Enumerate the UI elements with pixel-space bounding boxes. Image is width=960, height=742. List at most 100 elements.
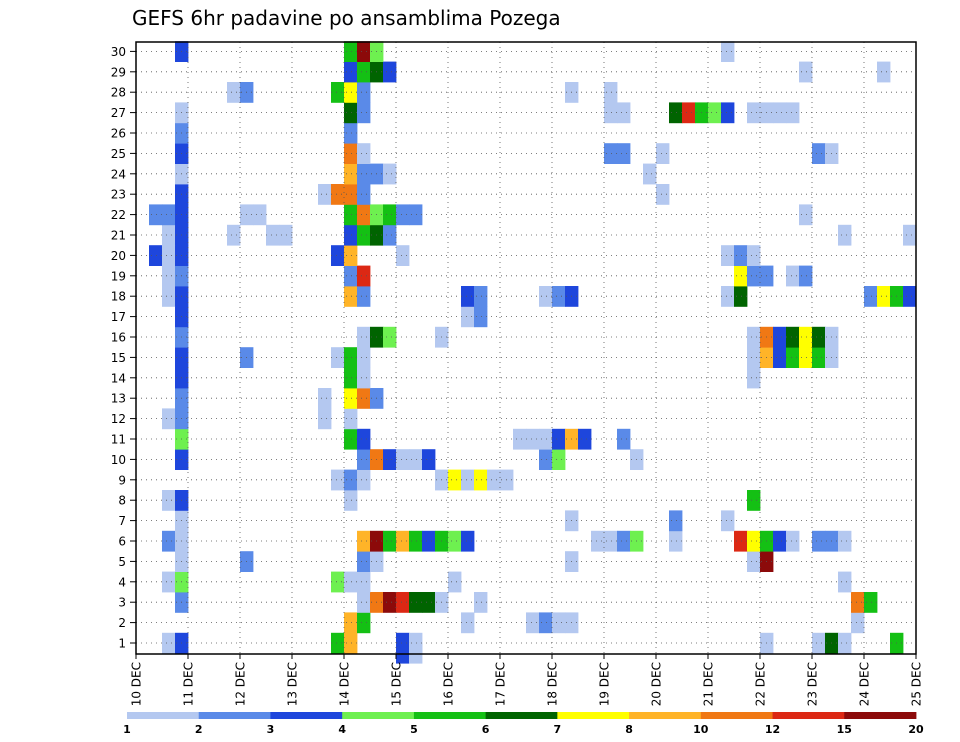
heatmap-cell	[344, 367, 358, 389]
heatmap-cell	[344, 122, 358, 144]
legend-swatch	[772, 712, 845, 719]
heatmap-cell	[344, 428, 358, 450]
heatmap-cell	[344, 204, 358, 226]
heatmap-cell	[344, 82, 358, 103]
heatmap-cell	[396, 592, 410, 613]
heatmap-cell	[539, 612, 553, 634]
legend-label: 5	[410, 723, 418, 736]
legend-swatch	[270, 712, 343, 719]
heatmap-cell	[747, 326, 761, 348]
heatmap-cell	[344, 347, 358, 368]
x-tick-label: 17 DEC	[494, 662, 508, 706]
heatmap-cell	[318, 408, 332, 430]
heatmap-cell	[812, 347, 826, 368]
heatmap-cell	[357, 204, 371, 226]
heatmap-cell	[357, 612, 371, 634]
y-tick-label: 19	[111, 269, 126, 283]
heatmap-cell	[838, 571, 852, 593]
plot-frame	[135, 41, 917, 655]
y-tick-label: 13	[111, 392, 126, 406]
heatmap-cell	[357, 326, 371, 348]
y-tick-label: 21	[111, 229, 126, 243]
heatmap-cell	[422, 592, 436, 613]
heatmap-cell	[656, 184, 670, 205]
cells-layer	[149, 41, 917, 664]
heatmap-cell	[864, 592, 878, 613]
y-tick-label: 24	[111, 167, 126, 181]
heatmap-cell	[344, 143, 358, 164]
legend-swatch	[700, 712, 773, 719]
x-tick-label: 18 DEC	[546, 662, 560, 706]
legend-label: 10	[693, 723, 709, 736]
x-tick-label: 15 DEC	[390, 662, 404, 706]
x-tick-label: 23 DEC	[806, 662, 820, 706]
heatmap-cell	[331, 571, 345, 593]
heatmap-cell	[344, 388, 358, 409]
heatmap-cell	[357, 571, 371, 593]
heatmap-cell	[851, 612, 865, 634]
legend-label: 12	[765, 723, 780, 736]
y-tick-label: 14	[111, 371, 126, 385]
heatmap-cell	[331, 347, 345, 368]
heatmap-cell	[396, 245, 410, 266]
x-tick-label: 12 DEC	[234, 662, 248, 706]
heatmap-cell	[786, 102, 800, 124]
x-tick-label: 21 DEC	[702, 662, 716, 706]
heatmap-cell	[773, 530, 787, 552]
heatmap-cell	[357, 61, 371, 83]
heatmap-cell	[864, 286, 878, 307]
x-tick-label: 10 DEC	[130, 662, 144, 706]
heatmap-cell	[357, 102, 371, 124]
legend-label: 6	[482, 723, 490, 736]
heatmap-cell	[448, 571, 462, 593]
heatmap-cell	[617, 143, 631, 164]
heatmap-cell	[721, 510, 735, 532]
heatmap-cell	[396, 642, 410, 664]
heatmap-cell	[812, 326, 826, 348]
heatmap-cell	[357, 388, 371, 409]
legend-swatch	[485, 712, 558, 719]
heatmap-cell	[747, 367, 761, 389]
heatmap-cell	[578, 428, 592, 450]
heatmap-cell	[552, 612, 566, 634]
heatmap-cell	[604, 530, 618, 552]
y-tick-label: 30	[111, 45, 126, 59]
heatmap-cell	[747, 347, 761, 368]
heatmap-cell	[357, 143, 371, 164]
y-tick-label: 2	[118, 616, 126, 630]
heatmap-cell	[877, 61, 891, 83]
heatmap-cell	[461, 286, 475, 307]
heatmap-cell	[539, 449, 553, 470]
heatmap-cell	[162, 245, 176, 266]
legend-swatch	[844, 712, 917, 719]
heatmap-cell	[461, 530, 475, 552]
heatmap-cell	[344, 265, 358, 287]
heatmap-cell	[357, 224, 371, 246]
heatmap-cell	[799, 61, 813, 83]
heatmap-cell	[162, 286, 176, 307]
heatmap-cell	[539, 428, 553, 450]
heatmap-cell	[474, 286, 488, 307]
y-tick-label: 4	[118, 575, 126, 589]
heatmap-cell	[734, 286, 748, 307]
legend-swatch	[127, 712, 200, 719]
heatmap-cell	[773, 102, 787, 124]
heatmap-cell	[747, 265, 761, 287]
y-tick-label: 3	[118, 596, 126, 610]
heatmap-cell	[773, 326, 787, 348]
heatmap-cell	[838, 632, 852, 654]
heatmap-cell	[747, 530, 761, 552]
y-tick-label: 29	[111, 65, 126, 79]
legend-swatch	[198, 712, 271, 719]
heatmap-cell	[318, 388, 332, 409]
y-tick-label: 18	[111, 290, 126, 304]
legend-label: 4	[338, 723, 346, 736]
heatmap-cell	[786, 326, 800, 348]
heatmap-cell	[357, 265, 371, 287]
heatmap-cell	[812, 632, 826, 654]
heatmap-cell	[162, 224, 176, 246]
heatmap-cell	[162, 490, 176, 511]
x-axis: 10 DEC 11 DEC 12 DEC 13 DEC 14 DEC 15 DEC 16 D…	[130, 654, 924, 706]
heatmap-cell	[344, 286, 358, 307]
